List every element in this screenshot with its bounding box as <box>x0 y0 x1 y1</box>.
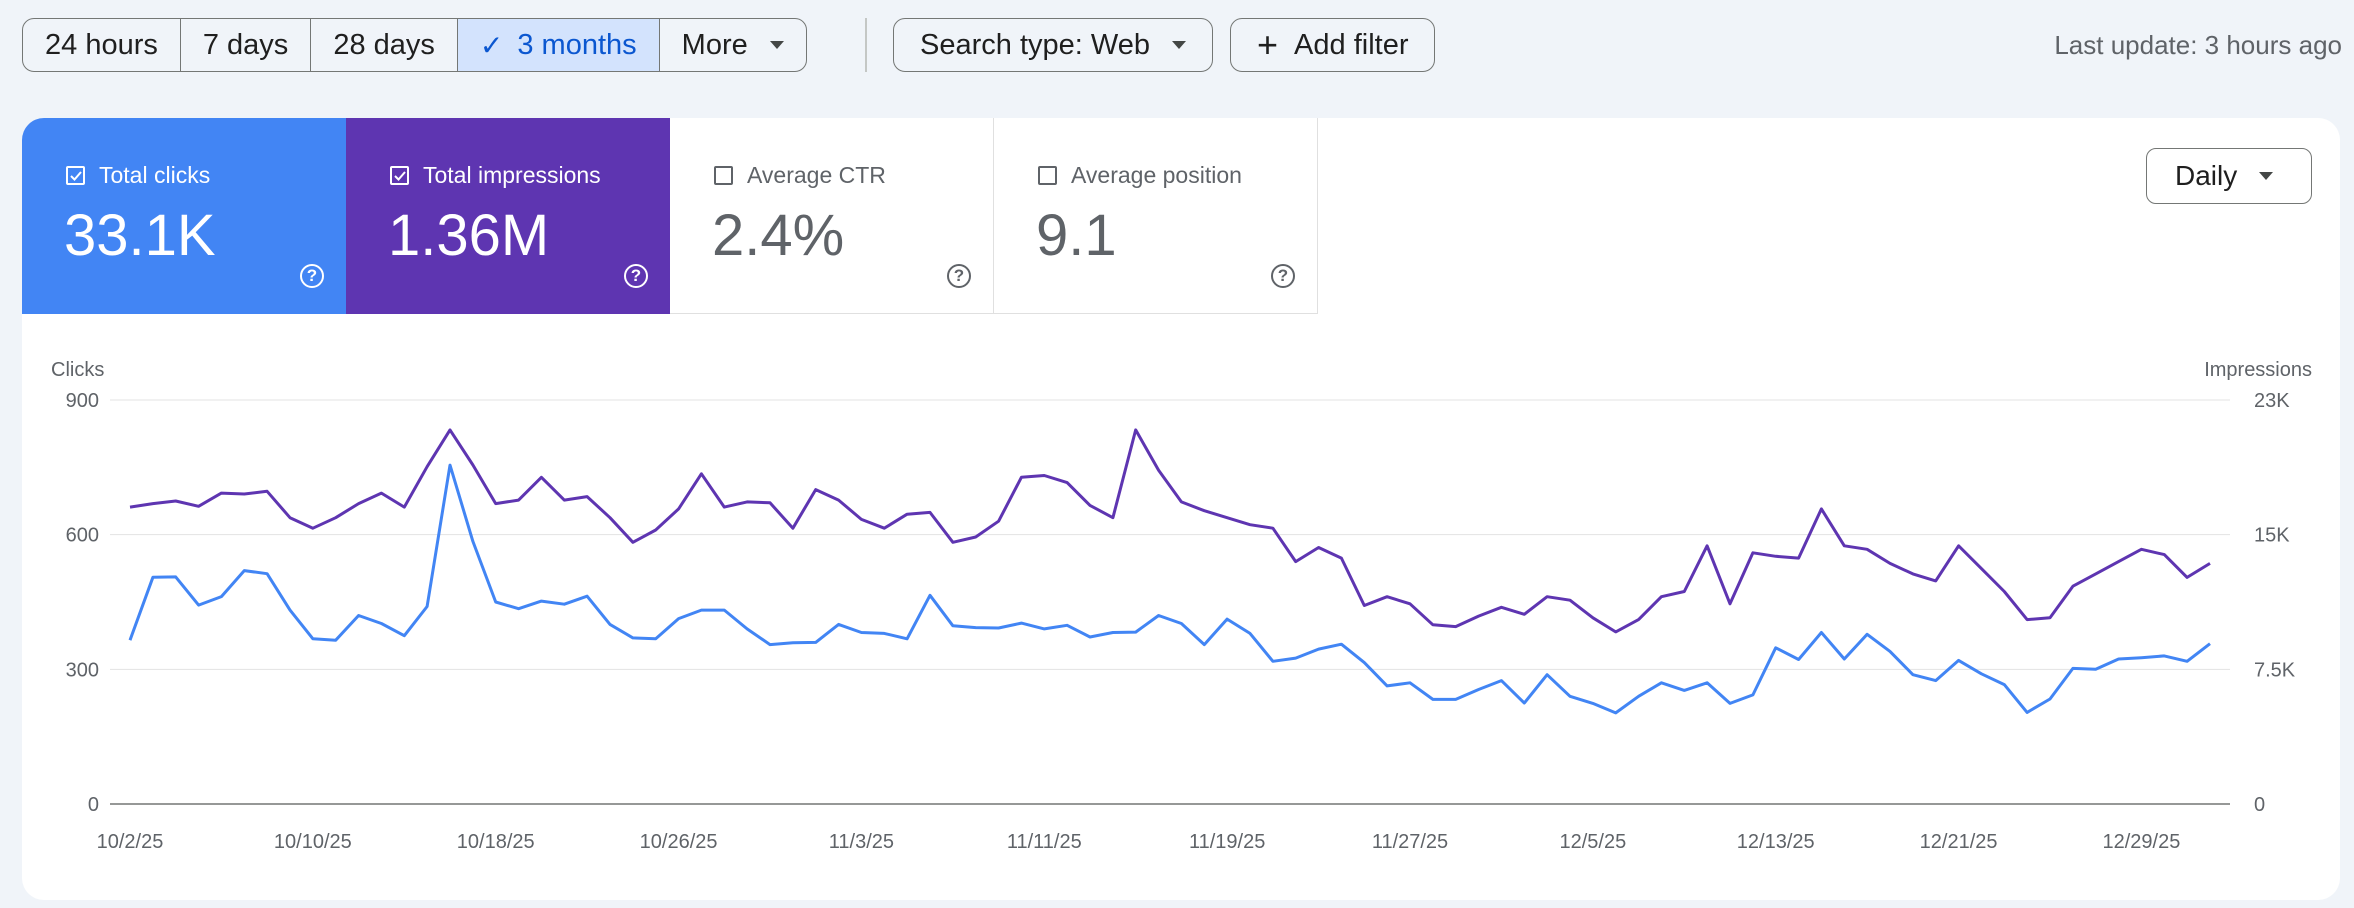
checkbox-checked-icon[interactable] <box>390 166 409 185</box>
search-type-label: Search type: Web <box>920 28 1150 61</box>
metric-total-impressions[interactable]: Total impressions 1.36M ? <box>346 118 670 314</box>
metric-average-ctr[interactable]: Average CTR 2.4% ? <box>670 118 994 314</box>
help-icon[interactable]: ? <box>300 264 324 288</box>
range-24-hours-button[interactable]: 24 hours <box>23 19 181 71</box>
x-tick-label: 12/13/25 <box>1737 831 1815 853</box>
checkbox-unchecked-icon[interactable] <box>1038 166 1057 185</box>
checkbox-unchecked-icon[interactable] <box>714 166 733 185</box>
y-right-tick-label: 15K <box>2254 525 2290 547</box>
y-left-tick-label: 600 <box>66 525 99 547</box>
search-type-dropdown[interactable]: Search type: Web <box>893 18 1213 72</box>
help-icon[interactable]: ? <box>1271 264 1295 288</box>
range-3-months-button[interactable]: ✓ 3 months <box>457 19 660 71</box>
range-label: 24 hours <box>45 28 158 61</box>
y-left-tick-label: 900 <box>66 390 99 412</box>
y-left-axis-title: Clicks <box>51 359 104 381</box>
add-filter-button[interactable]: + Add filter <box>1230 18 1436 72</box>
metric-value: 2.4% <box>712 203 845 268</box>
granularity-dropdown[interactable]: Daily <box>2146 148 2312 204</box>
metric-average-position[interactable]: Average position 9.1 ? <box>994 118 1318 314</box>
y-left-tick-label: 300 <box>66 659 99 681</box>
add-filter-label: Add filter <box>1294 28 1409 61</box>
date-range-segmented-control: 24 hours 7 days 28 days ✓ 3 months More <box>22 18 807 72</box>
chevron-down-icon <box>769 41 784 49</box>
range-label: 28 days <box>333 28 435 61</box>
x-tick-label: 10/18/25 <box>457 831 535 853</box>
x-tick-label: 10/2/25 <box>97 831 164 853</box>
granularity-label: Daily <box>2175 160 2238 191</box>
x-tick-label: 11/19/25 <box>1189 831 1265 853</box>
x-tick-label: 10/10/25 <box>274 831 352 853</box>
help-icon[interactable]: ? <box>947 264 971 288</box>
x-tick-label: 12/29/25 <box>2102 831 2180 853</box>
x-tick-label: 12/5/25 <box>1559 831 1626 853</box>
plus-icon: + <box>1257 24 1279 65</box>
toolbar: 24 hours 7 days 28 days ✓ 3 months More … <box>0 0 2354 100</box>
chevron-down-icon <box>1171 41 1186 49</box>
more-label: More <box>681 28 748 61</box>
toolbar-divider <box>865 18 867 72</box>
x-tick-label: 12/21/25 <box>1920 831 1998 853</box>
x-tick-label: 11/11/25 <box>1007 831 1082 853</box>
performance-chart: Clicks Impressions 0 0 300 7.5K 600 15K 900 23K… <box>51 359 2312 853</box>
metric-label: Average position <box>1071 162 1242 188</box>
checkmark-icon: ✓ <box>479 29 504 61</box>
more-ranges-dropdown[interactable]: More <box>660 19 806 71</box>
x-tick-label: 11/27/25 <box>1372 831 1448 853</box>
performance-card: Total clicks 33.1K ? Total impressions 1… <box>22 118 2340 900</box>
metric-value: 1.36M <box>388 203 550 268</box>
range-28-days-button[interactable]: 28 days <box>311 19 458 71</box>
metric-label: Total clicks <box>99 162 211 188</box>
last-update-text: Last update: 3 hours ago <box>2054 30 2342 60</box>
metric-total-clicks[interactable]: Total clicks 33.1K ? <box>22 118 346 314</box>
metric-value: 33.1K <box>64 203 216 268</box>
help-icon[interactable]: ? <box>624 264 648 288</box>
impressions-series-line <box>129 428 2211 634</box>
y-right-tick-label: 7.5K <box>2254 659 2296 681</box>
range-7-days-button[interactable]: 7 days <box>181 19 312 71</box>
x-tick-label: 10/26/25 <box>640 831 718 853</box>
clicks-series-line <box>128 463 2211 715</box>
chevron-down-icon <box>2259 172 2274 180</box>
y-right-axis-title: Impressions <box>2204 359 2312 381</box>
y-right-tick-label: 0 <box>2254 794 2265 816</box>
range-label: 7 days <box>202 28 289 61</box>
metric-value: 9.1 <box>1036 203 1117 268</box>
y-left-tick-label: 0 <box>88 794 99 816</box>
checkbox-checked-icon[interactable] <box>66 166 85 185</box>
metric-label: Average CTR <box>747 162 886 188</box>
y-right-tick-label: 23K <box>2254 390 2290 412</box>
metric-label: Total impressions <box>423 162 601 188</box>
range-label: 3 months <box>517 28 637 61</box>
x-tick-label: 11/3/25 <box>829 831 894 853</box>
